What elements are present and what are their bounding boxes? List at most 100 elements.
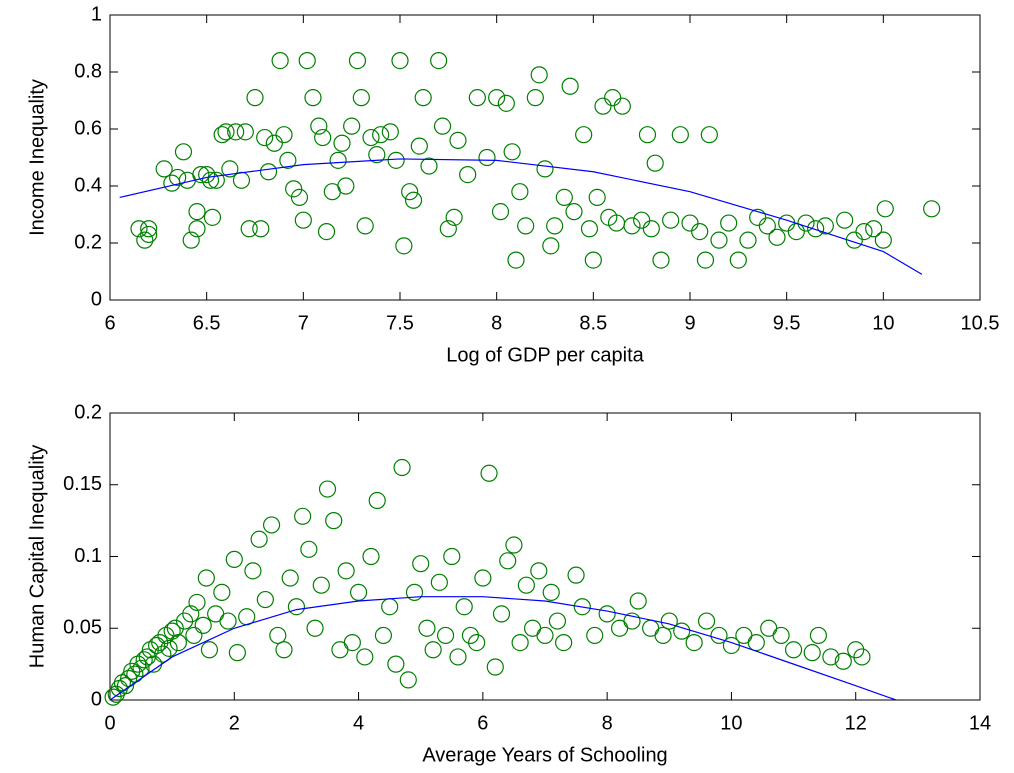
data-point xyxy=(227,123,245,141)
data-point xyxy=(331,641,349,659)
x-tick-label: 9 xyxy=(684,312,695,334)
data-point xyxy=(352,89,370,107)
data-point xyxy=(271,51,289,70)
data-point xyxy=(252,220,270,238)
data-point xyxy=(575,126,593,144)
data-point xyxy=(855,223,873,241)
data-point xyxy=(459,166,477,184)
x-axis-label: Average Years of Schooling xyxy=(422,744,667,766)
data-point xyxy=(368,491,386,510)
x-tick-label: 6.5 xyxy=(193,312,221,334)
data-point xyxy=(325,512,343,530)
data-point xyxy=(747,633,765,652)
data-point xyxy=(488,89,506,107)
y-tick-label: 0.2 xyxy=(74,231,102,253)
data-point xyxy=(787,223,805,241)
data-point xyxy=(691,223,709,241)
data-point xyxy=(228,644,246,662)
data-point xyxy=(598,605,616,623)
data-point xyxy=(604,89,622,107)
data-point xyxy=(188,203,206,221)
data-point xyxy=(207,605,225,623)
data-point xyxy=(312,576,330,594)
data-point xyxy=(244,562,262,580)
data-point xyxy=(281,569,299,587)
data-point xyxy=(660,612,678,630)
data-point xyxy=(391,51,409,70)
y-tick-label: 1 xyxy=(91,3,102,25)
data-point xyxy=(333,134,351,152)
data-point xyxy=(565,203,583,221)
x-tick-label: 8.5 xyxy=(579,312,607,334)
data-point xyxy=(104,688,122,706)
data-point xyxy=(696,251,715,269)
y-tick-label: 0.05 xyxy=(63,617,102,639)
data-point xyxy=(192,166,210,184)
data-point xyxy=(555,633,573,652)
data-point xyxy=(638,126,657,144)
data-point xyxy=(404,191,423,209)
data-point xyxy=(285,180,303,198)
data-point xyxy=(847,641,865,659)
data-point xyxy=(420,157,438,175)
data-point xyxy=(809,626,828,645)
data-point xyxy=(217,123,235,141)
data-point xyxy=(633,211,651,229)
data-point xyxy=(542,237,560,255)
data-point xyxy=(836,211,854,229)
data-point xyxy=(343,117,361,135)
data-point xyxy=(213,583,231,601)
x-tick-label: 2 xyxy=(229,712,240,734)
data-point xyxy=(710,231,728,249)
data-point xyxy=(269,626,287,645)
y-tick-label: 0.6 xyxy=(74,117,102,139)
data-point xyxy=(200,641,219,659)
data-point xyxy=(822,648,840,666)
data-point xyxy=(430,51,448,70)
data-point xyxy=(480,464,498,482)
data-point xyxy=(455,598,473,616)
x-tick-label: 8 xyxy=(491,312,502,334)
data-point xyxy=(623,217,641,235)
data-point xyxy=(381,598,399,616)
x-tick-label: 4 xyxy=(353,712,364,734)
data-point xyxy=(642,220,660,238)
data-point xyxy=(294,211,312,229)
data-point xyxy=(290,188,309,206)
data-point xyxy=(681,214,699,232)
data-point xyxy=(279,151,297,169)
data-point xyxy=(175,612,194,630)
x-tick-label: 6 xyxy=(104,312,115,334)
data-point xyxy=(652,251,670,269)
x-axis-label: Log of GDP per capita xyxy=(446,344,644,366)
y-axis-label: Income Inequality xyxy=(26,79,48,236)
data-point xyxy=(356,217,374,235)
data-point xyxy=(772,626,790,645)
data-point xyxy=(401,183,419,201)
data-point xyxy=(594,97,612,115)
data-point xyxy=(387,655,405,673)
data-point xyxy=(130,220,148,238)
x-tick-label: 10 xyxy=(872,312,894,334)
data-point xyxy=(768,228,786,246)
data-point xyxy=(343,633,361,652)
data-point xyxy=(317,223,336,241)
data-point xyxy=(758,217,776,235)
y-tick-label: 0.8 xyxy=(74,60,102,82)
data-point xyxy=(136,231,154,249)
data-point xyxy=(697,612,716,630)
data-point xyxy=(523,619,542,637)
data-point xyxy=(436,626,455,645)
data-point xyxy=(623,612,641,630)
data-point xyxy=(163,622,181,640)
data-point xyxy=(194,616,212,634)
x-tick-label: 9.5 xyxy=(773,312,801,334)
data-point xyxy=(140,220,158,238)
data-point xyxy=(517,217,535,235)
y-axis-label: Human Capital Inequality xyxy=(26,445,48,668)
data-point xyxy=(720,214,738,232)
data-point xyxy=(511,183,529,201)
data-point xyxy=(536,626,554,645)
data-point xyxy=(368,146,386,164)
